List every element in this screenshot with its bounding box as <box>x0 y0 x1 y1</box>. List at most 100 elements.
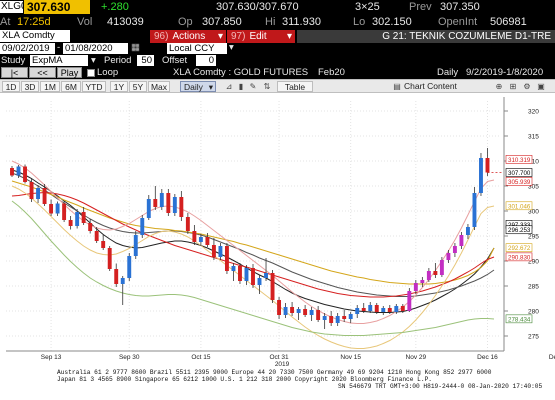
tab-1d[interactable]: 1D <box>2 81 20 92</box>
candle-body <box>439 260 444 275</box>
x-tick-label: Nov 15 <box>340 354 361 361</box>
frequency-select-label: Daily <box>184 82 203 92</box>
edit-menu[interactable]: 97) Edit ▾ <box>227 30 295 43</box>
candle-body <box>218 246 223 257</box>
tab-5y[interactable]: 5Y <box>129 81 147 92</box>
candle-body <box>75 212 80 226</box>
price-label-box <box>505 252 533 262</box>
study-label: Study <box>1 55 26 66</box>
candle-body <box>185 217 190 231</box>
candle-body <box>342 316 347 319</box>
actions-menu[interactable]: 96) Actions ▾ <box>150 30 226 43</box>
security-field[interactable]: XLA Comdty <box>0 30 70 42</box>
candle-body <box>355 308 360 314</box>
ticker-field[interactable]: XLG0 <box>0 1 27 13</box>
candle-body <box>479 158 483 193</box>
candle-body <box>120 278 125 284</box>
table-button[interactable]: Table <box>277 81 313 92</box>
tab-1y[interactable]: 1Y <box>110 81 128 92</box>
candle-body <box>348 314 353 319</box>
currency-dropdown-icon[interactable]: ▾ <box>229 42 234 53</box>
candle-body <box>36 188 41 199</box>
date-from-field[interactable]: 09/02/2019 <box>0 43 55 54</box>
price-label: 278.434 <box>508 316 531 323</box>
offset-field[interactable]: 0 <box>196 55 216 66</box>
candle-body <box>296 309 301 313</box>
settings-icon[interactable]: ⚙ <box>523 82 531 91</box>
candle-body <box>446 253 451 260</box>
price-label-box <box>505 225 533 235</box>
layout-icon[interactable]: ⊞ <box>509 82 517 91</box>
quote-header: XLG0 307.630 +.280 307.630/307.670 3×25 … <box>0 0 555 30</box>
price-label-box <box>505 243 533 252</box>
x-year-label: 2019 <box>275 361 290 368</box>
footer-contacts-1: Australia 61 2 9777 8600 Brazil 5511 239… <box>57 369 492 376</box>
candle-body <box>238 266 242 281</box>
actions-dropdown-icon: ▾ <box>217 31 223 42</box>
candle-body <box>485 158 490 173</box>
study-select[interactable]: ExpMA <box>30 55 88 66</box>
price-label: 297.333 <box>508 222 531 229</box>
candle-body <box>127 256 132 278</box>
annotate-icon[interactable]: ✎ <box>249 82 257 91</box>
at-label: At <box>0 16 11 28</box>
tab-3d[interactable]: 3D <box>21 81 39 92</box>
candle-body <box>29 182 34 199</box>
open-label: Op <box>178 16 193 28</box>
high-label: Hi <box>265 16 276 28</box>
pin-icon[interactable]: ▣ <box>537 82 545 91</box>
candle-body <box>335 316 340 323</box>
moving-average-line <box>11 200 495 336</box>
frequency-select[interactable]: Daily ▾ <box>180 81 216 92</box>
price-label: 305.939 <box>508 179 531 186</box>
x-tick-label: Oct 31 <box>269 354 289 361</box>
openint-label: OpenInt <box>438 16 478 28</box>
moving-average-line <box>11 160 495 324</box>
price-chart[interactable]: 275 280 285 290 295 300 305 310 315 320 310.319 307… <box>0 93 555 368</box>
line-type-icon[interactable]: ⊿ <box>225 82 233 91</box>
contract-label: Feb20 <box>318 67 345 78</box>
date-range-label: 9/2/2019-1/8/2020 <box>466 67 544 78</box>
rewind-button[interactable]: << <box>29 67 56 78</box>
candle-body <box>172 197 177 213</box>
footer: Australia 61 2 9777 8600 Brazil 5511 239… <box>0 368 555 400</box>
chart-content-icon[interactable]: ▤ <box>393 82 401 91</box>
toolbar: XLA Comdty 96) Actions ▾ 97) Edit ▾ G 21: … <box>0 30 555 43</box>
actions-number: 96) <box>154 31 169 42</box>
candle-body <box>146 199 151 218</box>
date-to-field[interactable]: 01/08/2020 <box>63 43 128 54</box>
x-tick-label: Dec 16 <box>477 354 498 361</box>
tab-max[interactable]: Max <box>148 81 170 92</box>
loop-checkbox[interactable] <box>87 69 95 77</box>
period-field[interactable]: 50 <box>137 55 154 66</box>
offset-label: Offset <box>162 55 188 66</box>
date-row: 09/02/2019 - 01/08/2020 ▦ Local CCY ▾ <box>0 42 555 55</box>
compare-icon[interactable]: ⇅ <box>263 82 271 91</box>
candle-body <box>465 227 470 235</box>
footer-session: SN 546679 TRT GMT+3:00 H819-2444-0 08-Ja… <box>338 383 543 390</box>
candle-body <box>55 203 60 214</box>
size-value: 3×25 <box>355 1 380 13</box>
study-dropdown-icon[interactable]: ▾ <box>91 55 96 66</box>
tab-ytd[interactable]: YTD <box>82 81 106 92</box>
zoom-icon[interactable]: ⊕ <box>495 82 503 91</box>
currency-select[interactable]: Local CCY <box>167 43 227 54</box>
rewind-start-button[interactable]: |< <box>1 67 28 78</box>
edit-dropdown-icon: ▾ <box>286 31 292 42</box>
candle-body <box>140 218 145 235</box>
tab-1m[interactable]: 1M <box>40 81 60 92</box>
candle-body <box>361 308 366 311</box>
period-tabs-bar: 1D 3D 1M 6M YTD 1Y 5Y Max Daily ▾ ⊿ ▮ ✎ … <box>0 79 555 93</box>
chart-content-button[interactable]: Chart Content <box>404 81 457 91</box>
calendar-icon[interactable]: ▦ <box>131 42 140 53</box>
candle-body <box>290 307 295 313</box>
tab-6m[interactable]: 6M <box>61 81 81 92</box>
price-label-box <box>505 155 533 164</box>
candle-type-icon[interactable]: ▮ <box>238 82 244 91</box>
play-button[interactable]: Play <box>57 67 82 78</box>
candle-body <box>49 204 54 214</box>
candle-body <box>205 237 210 245</box>
x-tick-label: Nov 29 <box>406 354 427 361</box>
candle-body <box>452 246 457 253</box>
candle-body <box>179 197 184 217</box>
